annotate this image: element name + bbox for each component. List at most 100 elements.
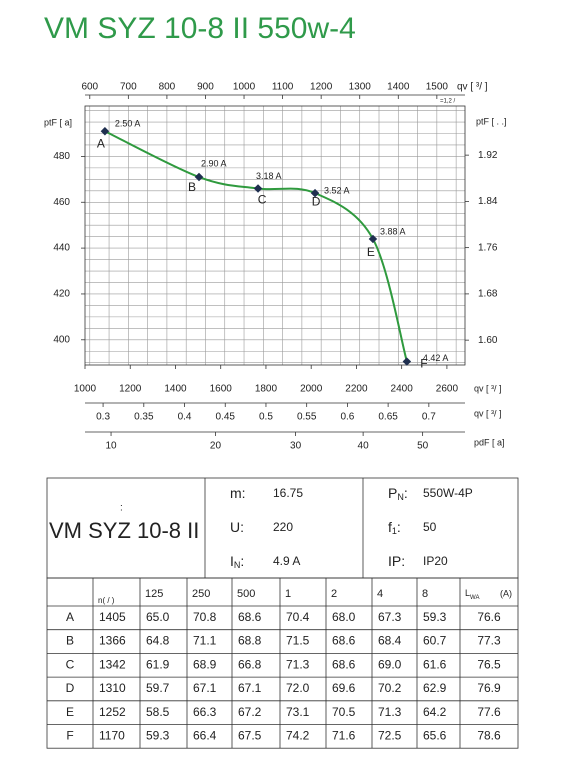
model-name: VM SYZ 10-8 II: [49, 518, 199, 543]
table-header: 8: [422, 588, 428, 600]
spec-mark: :: [120, 503, 123, 514]
x-tick-label: 2400: [391, 384, 414, 395]
table-cell: 1342: [99, 657, 126, 671]
y-tick-label: 420: [53, 289, 70, 300]
table-cell: 1170: [99, 729, 125, 743]
x-tick-label: 30: [290, 441, 302, 452]
table-cell: 64.2: [423, 705, 447, 719]
table-header: n( / ): [98, 596, 115, 605]
point-annotation: 3.88 A: [380, 226, 406, 236]
table-cell: 1366: [99, 634, 126, 648]
x-tick-label: 600: [81, 82, 98, 93]
table-cell: E: [66, 705, 74, 719]
spec-sep: :: [397, 519, 401, 535]
point-annotation: 2.90 A: [201, 158, 227, 168]
header-sub: WA: [470, 595, 479, 601]
title: VM SYZ 10-8 II 550w-4: [44, 12, 356, 45]
point-marker: [310, 188, 320, 198]
table-cell: 67.3: [378, 610, 402, 624]
axis-label: qv [ ³/ ]: [474, 408, 502, 418]
y-tick-label: 400: [53, 334, 70, 345]
y2-tick-label: 1.76: [478, 242, 498, 253]
x-tick-label: 1000: [74, 384, 97, 395]
x-tick-label: 1100: [272, 82, 294, 93]
table-cell: 67.1: [238, 681, 262, 695]
x-tick-label: 50: [417, 441, 429, 452]
spec-label: PN:: [388, 485, 408, 503]
table-cell: 70.8: [193, 610, 217, 624]
axis-note: =1,2 /: [440, 99, 456, 105]
x-tick-label: 40: [358, 441, 370, 452]
spec-label: m:: [230, 485, 246, 501]
table-cell: 77.6: [477, 705, 501, 719]
table-cell: 71.3: [378, 705, 402, 719]
spec-label-text: I: [230, 553, 234, 569]
y2-axis-label: ptF [ . .]: [476, 116, 507, 126]
spec-label-text: U: [230, 519, 240, 535]
point-annotation: 2.50 A: [115, 119, 141, 129]
x-tick-label: 0.45: [216, 412, 236, 423]
spec-sep: :: [401, 553, 405, 569]
table-cell: 70.2: [378, 681, 402, 695]
x-tick-label: 0.5: [259, 412, 273, 423]
table-cell: 69.6: [332, 681, 356, 695]
spec-label: f1:: [388, 519, 401, 537]
table-cell: 71.1: [193, 634, 217, 648]
table-cell: 59.3: [146, 729, 170, 743]
x-tick-label: 0.35: [134, 412, 154, 423]
point-name: C: [258, 193, 267, 207]
table-cell: 77.3: [477, 634, 501, 648]
table-cell: 76.5: [477, 657, 501, 671]
table-cell: 68.4: [378, 634, 402, 648]
table-cell: 65.6: [423, 729, 447, 743]
point-annotation: 3.52 A: [324, 185, 350, 195]
spec-label-text: f: [388, 519, 392, 535]
table-cell: C: [66, 657, 75, 671]
table-cell: 71.5: [286, 634, 310, 648]
table-cell: 68.0: [332, 610, 356, 624]
x-tick-label: 1500: [426, 82, 449, 93]
table-header: 125: [145, 588, 163, 600]
point-name: A: [97, 136, 105, 150]
table-cell: 60.7: [423, 634, 447, 648]
point-name: E: [367, 245, 375, 259]
axis-label: pdF [ a]: [474, 437, 505, 447]
x-tick-label: 0.55: [297, 412, 317, 423]
table-cell: 72.0: [286, 681, 310, 695]
y2-tick-label: 1.60: [478, 335, 498, 346]
table-cell: 68.6: [332, 634, 356, 648]
spec-label-text: IP: [388, 553, 401, 569]
plot-frame: [84, 105, 466, 366]
table-cell: 61.9: [146, 657, 170, 671]
table-cell: D: [66, 681, 75, 695]
x-tick-label: 1200: [119, 384, 142, 395]
spec-label-sub: 1: [392, 526, 397, 536]
spec-label-text: m: [230, 485, 242, 501]
spec-value: IP20: [423, 554, 448, 568]
table-cell: 70.4: [286, 610, 310, 624]
table-cell: 67.1: [193, 681, 217, 695]
point-name: B: [188, 180, 196, 194]
x-tick-label: 1400: [387, 82, 410, 93]
y-tick-label: 480: [53, 151, 70, 162]
y2-tick-label: 1.92: [478, 150, 498, 161]
point-marker: [253, 184, 263, 193]
point-marker: [100, 126, 110, 136]
table-header: 1: [285, 588, 291, 600]
x-tick-label: 0.65: [378, 412, 398, 423]
header-text: L: [465, 588, 470, 598]
x-tick-label: 2600: [436, 384, 459, 395]
table-cell: 1310: [99, 681, 126, 695]
table-cell: 78.6: [477, 729, 501, 743]
spec-value: 50: [423, 520, 437, 534]
x-tick-label: 0.4: [178, 412, 192, 423]
table-cell: 61.6: [423, 657, 447, 671]
table-cell: 59.7: [146, 681, 170, 695]
x-tick-label: 1400: [164, 384, 187, 395]
table-cell: 62.9: [423, 681, 447, 695]
x-tick-label: 700: [120, 82, 137, 93]
table-cell: 76.6: [477, 610, 501, 624]
x-axis-label: qv [ ³/ ]: [474, 383, 502, 393]
table-header: (A): [500, 588, 512, 598]
spec-label: IN:: [230, 553, 244, 571]
